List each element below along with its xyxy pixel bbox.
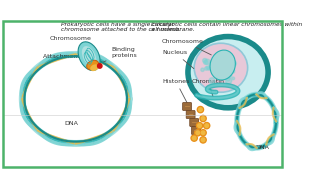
Circle shape (224, 55, 229, 60)
Ellipse shape (90, 64, 99, 71)
Ellipse shape (78, 42, 100, 71)
Circle shape (201, 68, 204, 71)
Circle shape (232, 77, 235, 80)
Circle shape (227, 68, 231, 71)
Text: chromosome attached to the cell membrane.: chromosome attached to the cell membrane… (60, 27, 194, 32)
Circle shape (218, 64, 221, 67)
Ellipse shape (82, 46, 96, 66)
Circle shape (217, 75, 221, 79)
Text: Chromatin: Chromatin (191, 79, 225, 96)
Circle shape (225, 67, 230, 73)
Circle shape (231, 69, 235, 73)
Text: Prokaryotic cells have a single circular: Prokaryotic cells have a single circular (60, 22, 173, 27)
Text: Attachment site: Attachment site (43, 54, 93, 64)
Ellipse shape (194, 43, 248, 92)
Circle shape (195, 130, 201, 136)
Circle shape (226, 71, 232, 76)
Circle shape (226, 78, 230, 81)
Circle shape (211, 60, 215, 65)
Circle shape (216, 69, 222, 75)
Circle shape (192, 136, 196, 140)
Circle shape (201, 117, 205, 120)
Circle shape (200, 130, 206, 136)
Circle shape (204, 123, 210, 129)
Circle shape (211, 62, 215, 66)
Circle shape (208, 67, 210, 70)
Text: Chromosome: Chromosome (50, 36, 92, 46)
Circle shape (209, 65, 212, 68)
Circle shape (205, 124, 208, 127)
Circle shape (203, 58, 207, 63)
Circle shape (226, 78, 232, 84)
FancyBboxPatch shape (183, 102, 191, 111)
Text: DNA: DNA (256, 145, 270, 150)
Text: Binding
proteins: Binding proteins (103, 47, 137, 62)
Ellipse shape (210, 50, 236, 80)
FancyBboxPatch shape (191, 127, 200, 134)
Circle shape (204, 60, 208, 64)
Text: DNA: DNA (64, 121, 78, 126)
Circle shape (98, 64, 102, 68)
Circle shape (229, 57, 233, 60)
FancyBboxPatch shape (190, 118, 199, 127)
Circle shape (221, 57, 226, 62)
Circle shape (209, 78, 215, 84)
Circle shape (196, 131, 200, 134)
Circle shape (230, 59, 234, 63)
Text: Chromosome: Chromosome (162, 39, 211, 55)
Circle shape (201, 138, 205, 142)
Circle shape (205, 67, 208, 70)
Circle shape (191, 135, 197, 141)
Circle shape (216, 55, 219, 58)
Circle shape (201, 131, 205, 134)
Text: Eukaryotic cells contain linear chromosomes within: Eukaryotic cells contain linear chromoso… (151, 22, 303, 27)
Circle shape (205, 59, 210, 64)
Circle shape (198, 124, 201, 127)
Circle shape (229, 67, 235, 73)
Circle shape (226, 72, 232, 78)
FancyBboxPatch shape (186, 111, 195, 118)
Circle shape (230, 60, 234, 64)
Circle shape (200, 137, 206, 143)
Text: Histones: Histones (162, 79, 189, 107)
Text: a nucleus.: a nucleus. (151, 27, 181, 32)
Circle shape (231, 61, 236, 66)
Circle shape (197, 107, 204, 113)
Circle shape (225, 58, 230, 64)
Circle shape (221, 64, 225, 68)
Ellipse shape (188, 37, 268, 108)
Circle shape (200, 115, 206, 122)
Ellipse shape (87, 60, 99, 70)
Circle shape (196, 123, 203, 129)
Circle shape (199, 108, 202, 111)
Circle shape (214, 67, 218, 70)
Text: Nucleus: Nucleus (162, 50, 194, 69)
Circle shape (206, 66, 209, 69)
